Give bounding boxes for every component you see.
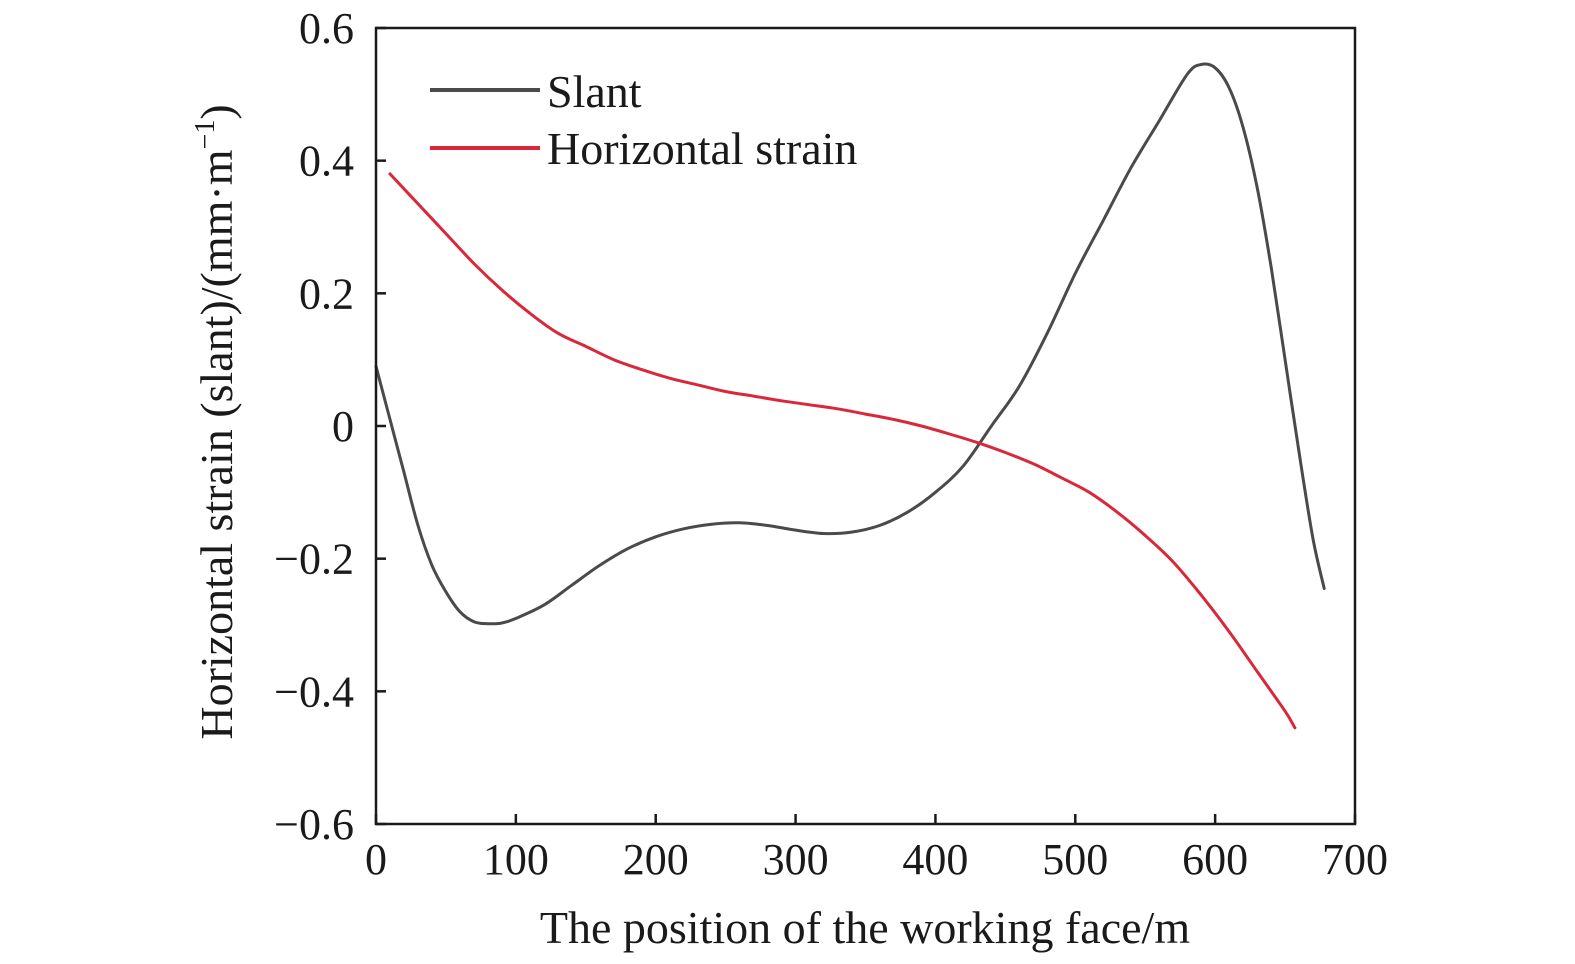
legend: Slant Horizontal strain [430,66,857,174]
series-line-horizontal-strain [388,172,1297,730]
x-tick-label: 300 [763,835,829,884]
ticks-layer: 0 100 200 300 400 500 600 700 −0.6 −0.4 −0.2 0 0.2 0.… [274,4,1388,884]
legend-label-horizontal-strain: Horizontal strain [547,123,857,174]
y-axis-title-close: ) [191,104,242,119]
y-tick-label: 0 [332,402,354,451]
series-line-slant [374,62,1326,626]
y-tick-label: −0.4 [274,667,354,716]
y-axis-title-sup: −1 [190,120,221,150]
y-tick-label: 0.6 [299,4,354,53]
y-tick-label: −0.6 [274,800,354,849]
x-tick-label: 0 [365,835,387,884]
x-tick-label: 400 [902,835,968,884]
legend-label-slant: Slant [547,66,642,117]
y-tick-label: 0.2 [299,269,354,318]
y-axis-title-main: Horizontal strain (slant)/(mm·m [191,149,242,739]
x-tick-label: 100 [483,835,549,884]
x-tick-label: 500 [1042,835,1108,884]
x-tick-label: 700 [1322,835,1388,884]
y-axis-title: Horizontal strain (slant)/(mm·m−1) [190,104,242,739]
y-tick-label: 0.4 [299,137,354,186]
series-layer [374,62,1326,730]
x-axis-title: The position of the working face/m [540,902,1190,953]
x-tick-label: 600 [1182,835,1248,884]
y-tick-label: −0.2 [274,535,354,584]
x-tick-label: 200 [623,835,689,884]
